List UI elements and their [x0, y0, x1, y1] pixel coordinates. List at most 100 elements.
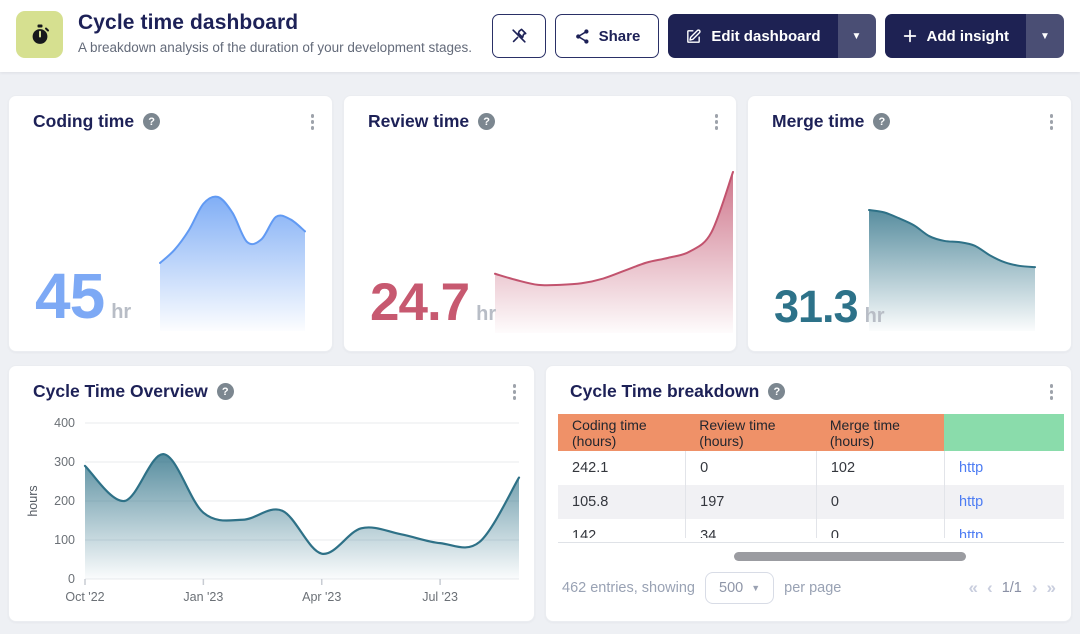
- svg-text:Jan '23: Jan '23: [183, 590, 223, 604]
- unpin-icon: [511, 28, 527, 43]
- dashboard-logo: [16, 11, 63, 58]
- pr-link[interactable]: http: [959, 494, 984, 510]
- table-bottom-border: [558, 542, 1064, 543]
- coding-time-title: Coding time: [33, 111, 135, 132]
- per-page-text: per page: [784, 580, 842, 596]
- merge-time-card: Merge time ? 31.3 hr: [747, 95, 1072, 352]
- kebab-menu-icon[interactable]: [507, 380, 523, 404]
- column-header: Merge time (hours): [829, 416, 900, 449]
- table-row: 142 34 0 http: [558, 519, 1064, 538]
- kebab-menu-icon[interactable]: [305, 110, 321, 134]
- help-icon[interactable]: ?: [143, 113, 161, 131]
- table-cell: 242.1: [572, 460, 609, 476]
- edit-icon: [687, 28, 701, 43]
- header-actions: Share Edit dashboard ▼: [491, 14, 1064, 58]
- merge-time-title: Merge time: [772, 111, 865, 132]
- edit-dashboard-label: Edit dashboard: [711, 27, 821, 45]
- cycle-time-overview-card: Cycle Time Overview ? 0 100 200 300 400 Oct '…: [8, 365, 535, 622]
- table-cell-link: http: [944, 485, 1064, 519]
- plus-icon: [903, 29, 916, 43]
- table-cell: 142: [572, 528, 597, 538]
- stopwatch-icon: [32, 24, 49, 44]
- column-header: [943, 414, 1064, 451]
- entries-count-text: 462 entries, showing: [562, 580, 695, 596]
- page-size-select[interactable]: 500 ▼: [705, 572, 775, 604]
- table-cell: 0: [815, 485, 944, 519]
- chevron-down-icon: ▼: [851, 30, 862, 42]
- svg-text:100: 100: [54, 533, 75, 547]
- next-page-button[interactable]: ›: [1031, 578, 1038, 597]
- title-block: Cycle time dashboard A breakdown analysi…: [78, 11, 472, 55]
- svg-text:200: 200: [54, 494, 75, 508]
- review-time-sparkline: [494, 168, 734, 333]
- table-cell: 197: [685, 485, 816, 519]
- breakdown-table: Coding time (hours) Review time (hours) Me…: [558, 414, 1064, 538]
- add-insight-dropdown[interactable]: ▼: [1026, 14, 1064, 58]
- overview-title: Cycle Time Overview: [33, 381, 208, 402]
- table-row: 105.8 197 0 http: [558, 485, 1064, 519]
- first-page-button[interactable]: «: [968, 578, 979, 597]
- svg-text:400: 400: [54, 416, 75, 430]
- unpin-button[interactable]: [491, 14, 546, 58]
- table-cell: 105.8: [572, 494, 609, 510]
- share-button[interactable]: Share: [554, 14, 660, 58]
- table-cell: 0: [815, 519, 944, 538]
- share-button-label: Share: [598, 27, 641, 45]
- kebab-menu-icon[interactable]: [1044, 110, 1060, 134]
- table-body: 242.1 0 102 http 105.8 197 0 http 142 34 0 http: [558, 451, 1064, 538]
- last-page-button[interactable]: »: [1046, 578, 1057, 597]
- table-footer: 462 entries, showing 500 ▼ per page « ‹ …: [562, 572, 1057, 604]
- svg-text:0: 0: [68, 572, 75, 586]
- review-time-card: Review time ? 24.7 hr: [343, 95, 737, 352]
- table-cell: 34: [685, 519, 816, 538]
- review-time-title: Review time: [368, 111, 470, 132]
- svg-text:hours: hours: [26, 485, 40, 516]
- help-icon[interactable]: ?: [216, 383, 234, 401]
- merge-time-sparkline: [868, 206, 1036, 331]
- table-row: 242.1 0 102 http: [558, 451, 1064, 485]
- pr-link[interactable]: http: [959, 460, 984, 476]
- review-time-value: 24.7: [370, 273, 470, 332]
- coding-time-value: 45: [35, 260, 105, 332]
- column-header: Coding time (hours): [572, 416, 647, 449]
- help-icon[interactable]: ?: [873, 113, 891, 131]
- table-cell: 0: [685, 451, 816, 485]
- kebab-menu-icon[interactable]: [709, 110, 725, 134]
- add-insight-button[interactable]: Add insight: [884, 14, 1026, 58]
- page-size-value: 500: [719, 580, 744, 596]
- pagination: « ‹ 1/1 › »: [968, 578, 1057, 598]
- chevron-down-icon: ▼: [751, 583, 761, 593]
- pr-link[interactable]: http: [959, 528, 984, 538]
- merge-time-value: 31.3: [774, 281, 859, 332]
- add-insight-label: Add insight: [926, 27, 1010, 45]
- table-cell-link: http: [944, 519, 1064, 538]
- kebab-menu-icon[interactable]: [1044, 380, 1060, 404]
- svg-text:Jul '23: Jul '23: [422, 590, 458, 604]
- svg-text:Oct '22: Oct '22: [65, 590, 104, 604]
- help-icon[interactable]: ?: [478, 113, 496, 131]
- help-icon[interactable]: ?: [768, 383, 786, 401]
- table-header-row: Coding time (hours) Review time (hours) Me…: [558, 414, 1064, 451]
- table-cell: 102: [815, 451, 944, 485]
- breakdown-title: Cycle Time breakdown: [570, 381, 760, 402]
- chevron-down-icon: ▼: [1040, 30, 1050, 42]
- coding-time-card: Coding time ? 45 hr: [8, 95, 333, 352]
- cycle-time-breakdown-card: Cycle Time breakdown ? Coding time (hour…: [545, 365, 1072, 622]
- prev-page-button[interactable]: ‹: [987, 578, 993, 597]
- table-cell-link: http: [944, 451, 1064, 485]
- coding-time-unit: hr: [111, 301, 132, 323]
- coding-time-sparkline: [159, 193, 306, 331]
- horizontal-scrollbar[interactable]: [734, 552, 966, 561]
- svg-text:300: 300: [54, 455, 75, 469]
- edit-dashboard-split-button: Edit dashboard ▼: [668, 14, 876, 58]
- share-icon: [575, 28, 589, 44]
- overview-area-chart: 0 100 200 300 400 Oct '22 Jan '23 Apr '23 Jul '2…: [21, 410, 529, 610]
- page-title: Cycle time dashboard: [78, 11, 299, 34]
- page-indicator: 1/1: [1001, 580, 1022, 596]
- page-subtitle: A breakdown analysis of the duration of …: [78, 40, 472, 55]
- edit-dashboard-dropdown[interactable]: ▼: [837, 14, 876, 58]
- column-header: Review time (hours): [699, 416, 776, 449]
- edit-dashboard-button[interactable]: Edit dashboard: [668, 14, 838, 58]
- review-time-unit: hr: [476, 303, 497, 325]
